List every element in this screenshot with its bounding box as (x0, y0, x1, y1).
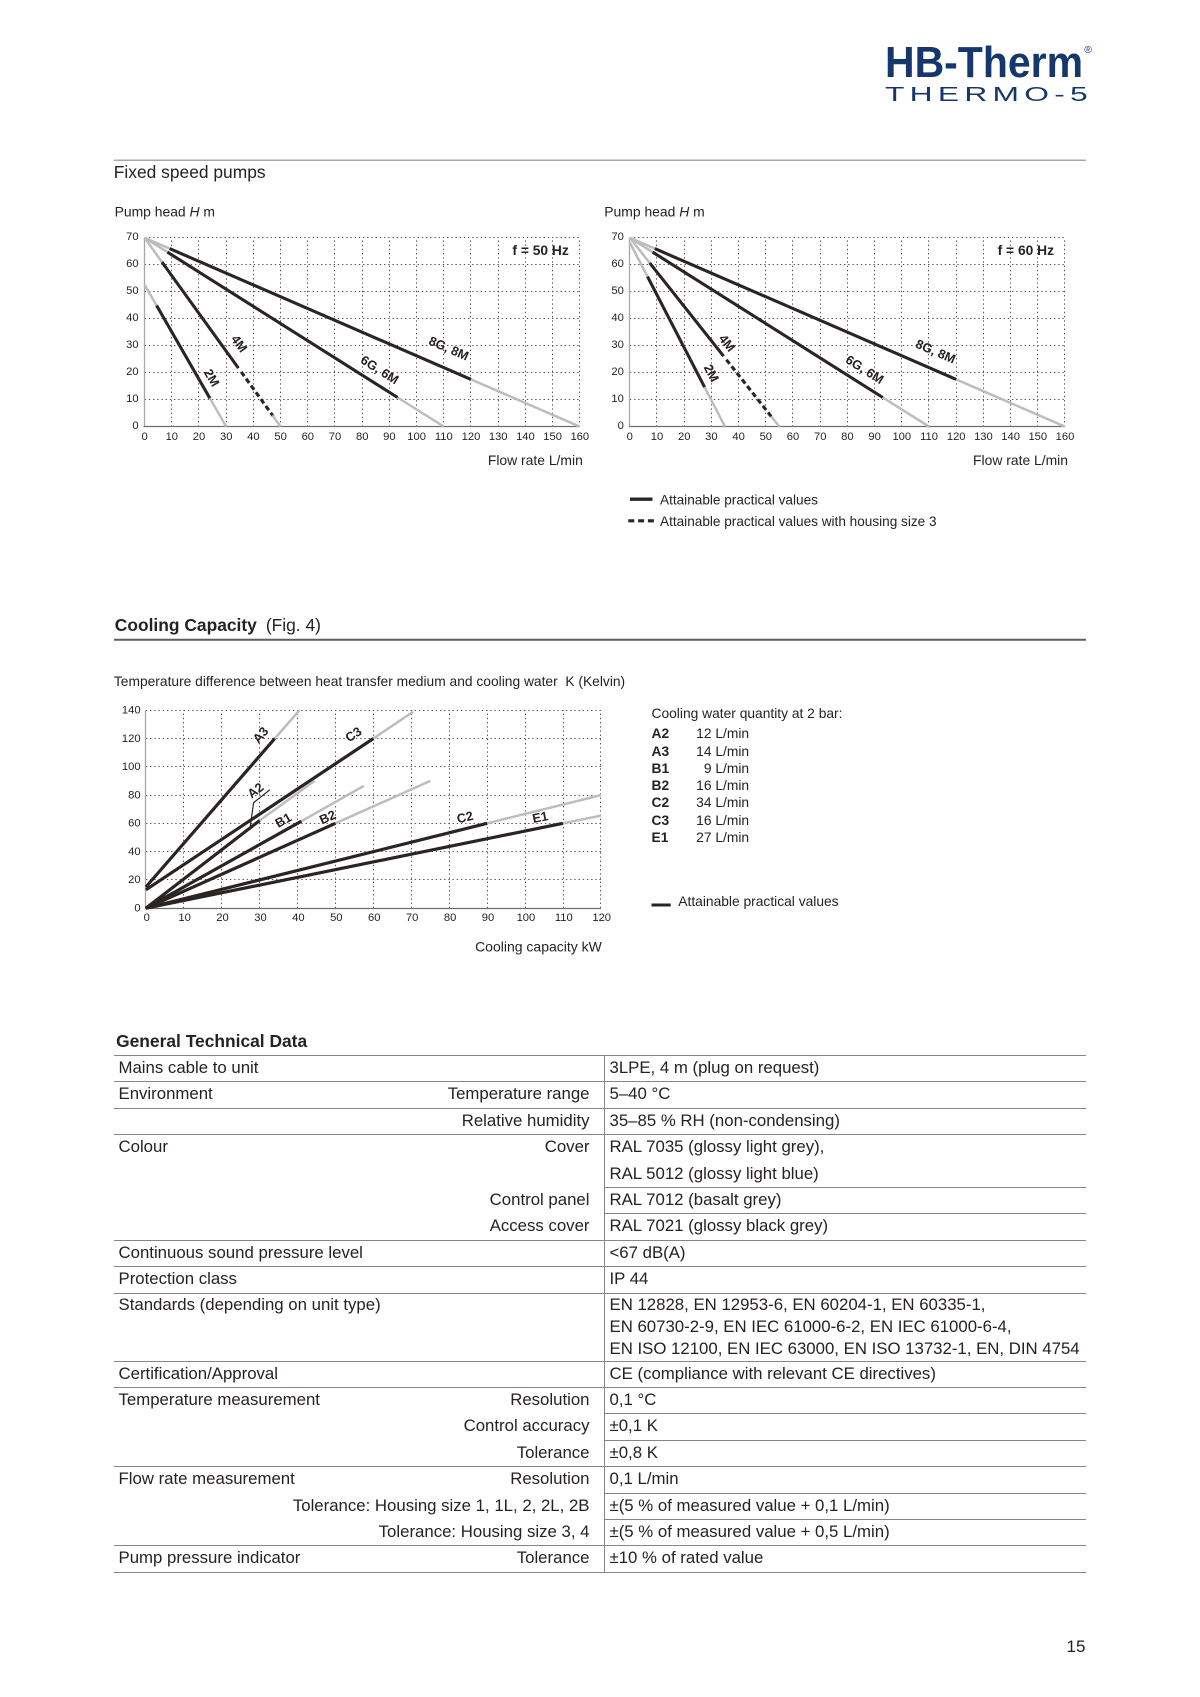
svg-text:0: 0 (627, 431, 633, 443)
svg-text:140: 140 (122, 705, 141, 717)
svg-text:30: 30 (705, 431, 717, 443)
svg-text:100: 100 (407, 431, 426, 443)
svg-text:10: 10 (166, 431, 178, 443)
svg-text:20: 20 (678, 431, 690, 443)
svg-text:30: 30 (611, 339, 623, 351)
svg-text:120: 120 (462, 431, 481, 443)
svg-text:110: 110 (920, 431, 938, 443)
svg-text:70: 70 (329, 431, 341, 443)
svg-text:0: 0 (144, 912, 150, 924)
svg-text:6G, 6M: 6G, 6M (358, 352, 401, 387)
svg-text:C3: C3 (342, 724, 364, 746)
svg-text:Flow rate L/min: Flow rate L/min (973, 452, 1068, 468)
svg-text:8G, 8M: 8G, 8M (913, 336, 957, 366)
svg-text:40: 40 (126, 312, 138, 324)
svg-text:40: 40 (292, 912, 304, 924)
svg-text:20: 20 (193, 431, 205, 443)
svg-text:60: 60 (787, 431, 799, 443)
svg-text:20: 20 (126, 366, 138, 378)
svg-text:50: 50 (274, 431, 286, 443)
svg-text:140: 140 (516, 431, 535, 443)
svg-text:60: 60 (611, 258, 623, 270)
svg-text:10: 10 (611, 393, 623, 405)
svg-text:70: 70 (406, 912, 418, 924)
svg-text:60: 60 (126, 258, 138, 270)
svg-text:50: 50 (611, 285, 623, 297)
svg-text:70: 70 (126, 231, 138, 243)
svg-text:50: 50 (330, 912, 342, 924)
svg-text:90: 90 (383, 431, 395, 443)
svg-text:f = 60 Hz: f = 60 Hz (998, 243, 1054, 258)
svg-text:50: 50 (126, 285, 138, 297)
svg-text:150: 150 (1028, 431, 1047, 443)
svg-text:120: 120 (947, 431, 966, 443)
svg-text:0: 0 (618, 420, 624, 432)
svg-text:40: 40 (128, 846, 140, 858)
svg-text:40: 40 (247, 431, 259, 443)
svg-text:60: 60 (128, 818, 140, 830)
svg-text:10: 10 (651, 431, 663, 443)
svg-text:6G, 6M: 6G, 6M (843, 352, 886, 387)
svg-text:100: 100 (892, 431, 911, 443)
svg-text:80: 80 (128, 789, 140, 801)
svg-text:Cooling capacity kW: Cooling capacity kW (475, 938, 603, 954)
svg-text:Attainable practical values wi: Attainable practical values with housing… (660, 514, 937, 529)
svg-text:Flow rate L/min: Flow rate L/min (488, 452, 583, 468)
svg-text:C2: C2 (455, 808, 474, 826)
svg-text:A3: A3 (249, 724, 271, 746)
svg-text:20: 20 (128, 874, 140, 886)
svg-text:160: 160 (1056, 431, 1075, 443)
svg-text:30: 30 (254, 912, 266, 924)
svg-text:20: 20 (611, 366, 623, 378)
svg-text:0: 0 (132, 420, 138, 432)
svg-text:2M: 2M (701, 362, 722, 385)
svg-text:8G, 8M: 8G, 8M (427, 333, 471, 363)
svg-text:20: 20 (216, 912, 228, 924)
svg-text:70: 70 (814, 431, 826, 443)
svg-text:120: 120 (122, 733, 141, 745)
svg-text:30: 30 (220, 431, 232, 443)
svg-text:110: 110 (555, 912, 573, 924)
svg-text:130: 130 (974, 431, 993, 443)
svg-text:10: 10 (178, 912, 190, 924)
svg-text:E1: E1 (531, 808, 549, 826)
svg-text:30: 30 (126, 339, 138, 351)
svg-text:90: 90 (868, 431, 880, 443)
svg-text:90: 90 (482, 912, 494, 924)
svg-text:130: 130 (489, 431, 508, 443)
svg-text:160: 160 (570, 431, 589, 443)
svg-text:150: 150 (543, 431, 562, 443)
svg-text:110: 110 (435, 431, 453, 443)
svg-text:B2: B2 (317, 807, 338, 827)
svg-text:B1: B1 (272, 810, 294, 831)
svg-text:50: 50 (760, 431, 772, 443)
svg-text:0: 0 (134, 903, 140, 915)
svg-text:80: 80 (356, 431, 368, 443)
svg-text:60: 60 (302, 431, 314, 443)
svg-text:®: ® (1084, 44, 1092, 56)
svg-text:100: 100 (122, 761, 141, 773)
svg-text:100: 100 (517, 912, 536, 924)
svg-text:Pump head H m: Pump head H m (115, 203, 215, 219)
svg-text:A2: A2 (244, 779, 266, 801)
svg-text:Attainable practical values: Attainable practical values (660, 493, 818, 508)
svg-text:HB-Therm: HB-Therm (885, 38, 1083, 87)
svg-text:80: 80 (444, 912, 456, 924)
svg-text:THERMO-5: THERMO-5 (885, 83, 1093, 106)
svg-text:40: 40 (732, 431, 744, 443)
svg-text:0: 0 (141, 431, 147, 443)
svg-text:60: 60 (368, 912, 380, 924)
svg-text:Pump head H m: Pump head H m (604, 203, 704, 219)
svg-text:f = 50 Hz: f = 50 Hz (512, 243, 568, 258)
svg-text:70: 70 (611, 231, 623, 243)
svg-text:40: 40 (611, 312, 623, 324)
svg-text:80: 80 (841, 431, 853, 443)
svg-text:140: 140 (1001, 431, 1020, 443)
svg-text:10: 10 (126, 393, 138, 405)
svg-text:4M: 4M (228, 332, 251, 355)
svg-text:120: 120 (592, 912, 611, 924)
